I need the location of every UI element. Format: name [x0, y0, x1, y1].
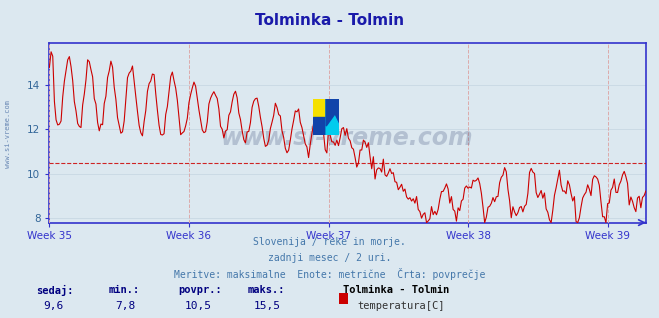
- Text: Slovenija / reke in morje.: Slovenija / reke in morje.: [253, 237, 406, 247]
- Text: povpr.:: povpr.:: [178, 285, 221, 294]
- Bar: [326, 99, 339, 117]
- Text: 10,5: 10,5: [185, 301, 212, 310]
- Text: 7,8: 7,8: [115, 301, 136, 310]
- Bar: [313, 99, 326, 117]
- Text: 9,6: 9,6: [43, 301, 63, 310]
- Text: www.si-vreme.com: www.si-vreme.com: [221, 126, 474, 150]
- Text: Tolminka - Tolmin: Tolminka - Tolmin: [343, 285, 449, 294]
- Text: sedaj:: sedaj:: [36, 285, 74, 296]
- Text: www.si-vreme.com: www.si-vreme.com: [5, 100, 11, 168]
- Polygon shape: [326, 99, 339, 135]
- Bar: [313, 117, 326, 135]
- Text: min.:: min.:: [109, 285, 140, 294]
- Text: zadnji mesec / 2 uri.: zadnji mesec / 2 uri.: [268, 253, 391, 263]
- Text: 15,5: 15,5: [254, 301, 281, 310]
- Text: maks.:: maks.:: [247, 285, 285, 294]
- Polygon shape: [326, 99, 339, 135]
- Text: Tolminka - Tolmin: Tolminka - Tolmin: [255, 13, 404, 28]
- Bar: [326, 117, 339, 135]
- Text: temperatura[C]: temperatura[C]: [357, 301, 445, 310]
- Polygon shape: [326, 99, 339, 126]
- Text: Meritve: maksimalne  Enote: metrične  Črta: povprečje: Meritve: maksimalne Enote: metrične Črta…: [174, 268, 485, 280]
